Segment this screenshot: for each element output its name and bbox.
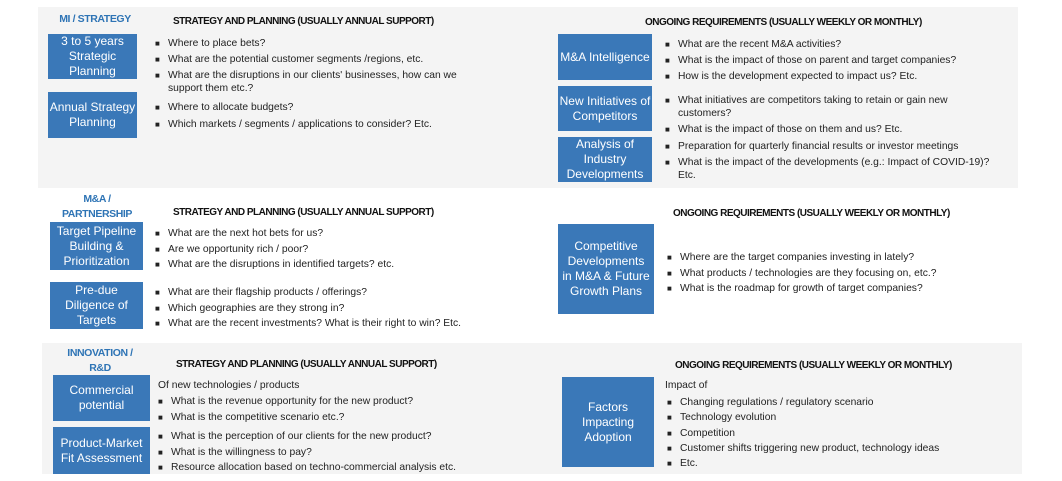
- box-product-market-fit: Product-Market Fit Assessment: [53, 427, 150, 474]
- list-item: ■ What are the recent M&A activities?: [665, 39, 842, 50]
- list-item: ■ What is the perception of our clients f…: [158, 431, 432, 442]
- list-item: ■ Where to place bets?: [155, 38, 266, 49]
- section-label: INNOVATION / R&D: [67, 347, 133, 374]
- list-item: ■ Which markets / segments / applications…: [155, 119, 432, 130]
- list-item: ■ What is the impact of those on parent a…: [665, 55, 957, 66]
- list-item: ■ Technology evolution: [667, 412, 777, 423]
- list-item: ■ What is the impact of those on them and…: [665, 124, 903, 135]
- right-header: ONGOING REQUIREMENTS (USUALLY WEEKLY OR …: [673, 208, 950, 219]
- list-item: ■ Are we opportunity rich / poor?: [155, 244, 309, 255]
- list-item: ■ Which geographies are they strong in?: [155, 303, 345, 314]
- list-item: ■ Changing regulations / regulatory scena…: [667, 397, 874, 408]
- box-competitive-developments: Competitive Developments in M&A & Future…: [558, 224, 654, 314]
- list-item: ■ Resource allocation based on techno-com…: [158, 462, 457, 473]
- right-intro: Impact of: [665, 380, 708, 391]
- list-item: ■ What initiatives are competitors taking…: [665, 95, 948, 119]
- left-header: STRATEGY AND PLANNING (USUALLY ANNUAL SU…: [173, 207, 434, 218]
- left-header: STRATEGY AND PLANNING (USUALLY ANNUAL SU…: [173, 16, 434, 27]
- list-item: ■ Where are the target companies investin…: [667, 252, 915, 263]
- left-intro: Of new technologies / products: [158, 380, 300, 391]
- list-item: ■ Customer shifts triggering new product,…: [667, 443, 940, 454]
- list-item: ■ What is the willingness to pay?: [158, 447, 312, 458]
- list-item: ■ Where to allocate budgets?: [155, 102, 294, 113]
- section-label: M&A / PARTNERSHIP: [61, 193, 133, 220]
- box-industry-developments: Analysis of Industry Developments: [558, 137, 652, 182]
- left-header: STRATEGY AND PLANNING (USUALLY ANNUAL SU…: [176, 359, 437, 370]
- right-header: ONGOING REQUIREMENTS (USUALLY WEEKLY OR …: [675, 360, 952, 371]
- box-strategic-planning: 3 to 5 years Strategic Planning: [48, 34, 137, 79]
- list-item: ■ Etc.: [667, 458, 698, 469]
- list-item: ■ What are their flagship products / offe…: [155, 287, 367, 298]
- list-item: ■ What are the next hot bets for us?: [155, 228, 324, 239]
- list-item: ■ What is the roadmap for growth of targe…: [667, 283, 923, 294]
- section-mi-strategy: [38, 7, 1018, 188]
- list-item: ■ What are the recent investments? What i…: [155, 318, 462, 329]
- list-item: ■ How is the development expected to impa…: [665, 71, 918, 82]
- list-item: ■ What is the impact of the developments …: [665, 157, 990, 181]
- box-target-pipeline: Target Pipeline Building & Prioritizatio…: [50, 222, 143, 270]
- box-ma-intelligence: M&A Intelligence: [558, 34, 652, 80]
- box-new-initiatives: New Initiatives of Competitors: [558, 86, 652, 131]
- box-factors-impacting-adoption: Factors Impacting Adoption: [562, 377, 654, 467]
- box-annual-strategy: Annual Strategy Planning: [48, 92, 137, 138]
- list-item: ■ What are the potential customer segment…: [155, 54, 424, 65]
- list-item: ■ What is the revenue opportunity for the…: [158, 396, 414, 407]
- list-item: ■ Competition: [667, 428, 735, 439]
- section-label: MI / STRATEGY: [59, 13, 131, 25]
- section-innovation: [42, 343, 1022, 474]
- box-pre-due-diligence: Pre-due Diligence of Targets: [50, 282, 143, 329]
- list-item: ■ Preparation for quarterly financial res…: [665, 141, 959, 152]
- box-commercial-potential: Commercial potential: [53, 375, 150, 421]
- list-item: ■ What products / technologies are they f…: [667, 268, 937, 279]
- right-header: ONGOING REQUIREMENTS (USUALLY WEEKLY OR …: [645, 17, 922, 28]
- list-item: ■ What is the competitive scenario etc.?: [158, 412, 345, 423]
- list-item: ■ What are the disruptions in identified …: [155, 259, 395, 270]
- list-item: ■ What are the disruptions in our clients…: [155, 70, 457, 94]
